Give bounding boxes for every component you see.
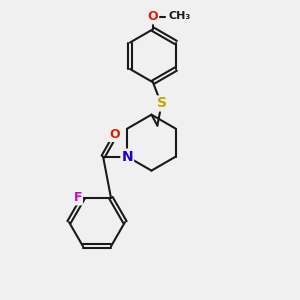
Text: N: N [122,150,133,164]
Text: CH₃: CH₃ [168,11,190,21]
Text: S: S [157,97,167,110]
Text: F: F [74,191,82,204]
Text: O: O [109,128,120,141]
Text: O: O [148,11,158,23]
